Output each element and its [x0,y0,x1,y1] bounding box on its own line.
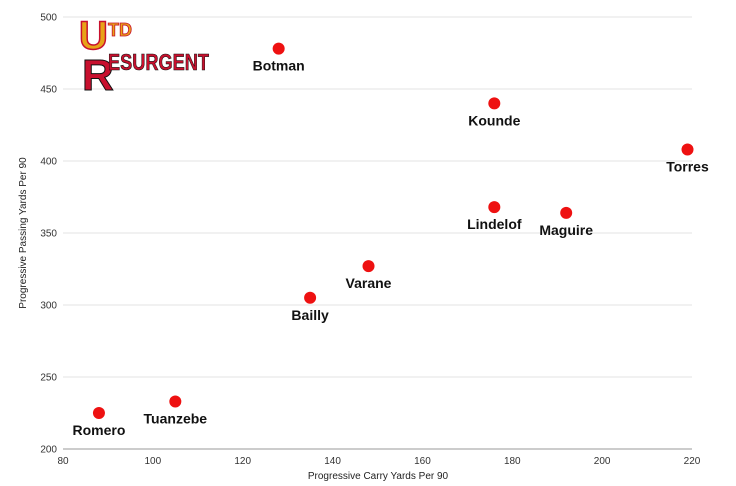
data-point [681,143,694,156]
y-tick-label: 450 [40,85,57,96]
data-point [362,260,375,273]
x-tick-label: 80 [57,456,69,467]
y-tick-label: 200 [40,445,57,456]
data-point-label: Botman [253,58,305,74]
data-point-label: Bailly [291,307,329,323]
x-tick-label: 120 [234,456,251,467]
x-tick-label: 100 [145,456,162,467]
y-tick-label: 350 [40,229,57,240]
data-point-label: Varane [346,275,392,291]
data-point [488,97,501,110]
logo-glyph-u: U [79,14,108,58]
y-tick-label: 250 [40,373,57,384]
data-point-label: Torres [666,158,709,174]
x-tick-label: 140 [324,456,341,467]
y-tick-label: 300 [40,301,57,312]
y-tick-label: 500 [40,13,57,24]
x-tick-label: 180 [504,456,521,467]
x-tick-label: 200 [594,456,611,467]
data-point [560,206,573,219]
data-point-label: Kounde [468,112,520,128]
x-axis-title: Progressive Carry Yards Per 90 [308,471,449,482]
logo-glyph-r: R [82,51,114,100]
y-tick-label: 400 [40,157,57,168]
gridlines [63,16,692,378]
data-point-label: Lindelof [467,216,522,232]
united-resurgent-logo: U TD R ESURGENT [78,13,209,100]
data-points: Botman Kounde Torres Lindelof Maguire Varane B… [72,42,709,438]
data-point [304,291,317,304]
data-point [272,42,285,55]
data-point [488,201,501,214]
data-point [169,395,182,408]
data-point-label: Tuanzebe [144,410,208,426]
y-tick-labels: 200 250 300 350 400 450 500 [40,13,57,456]
data-point [92,407,105,419]
logo-letters-esurgent: ESURGENT [108,49,209,75]
x-tick-label: 160 [414,456,431,467]
x-tick-label: 220 [684,456,701,467]
y-axis-title: Progressive Passing Yards Per 90 [18,157,29,309]
data-point-label: Maguire [539,222,593,238]
x-tick-labels: 80 100 120 140 160 180 200 220 [57,456,700,467]
logo-letters-td: TD [108,20,132,40]
data-point-label: Romero [72,422,125,438]
